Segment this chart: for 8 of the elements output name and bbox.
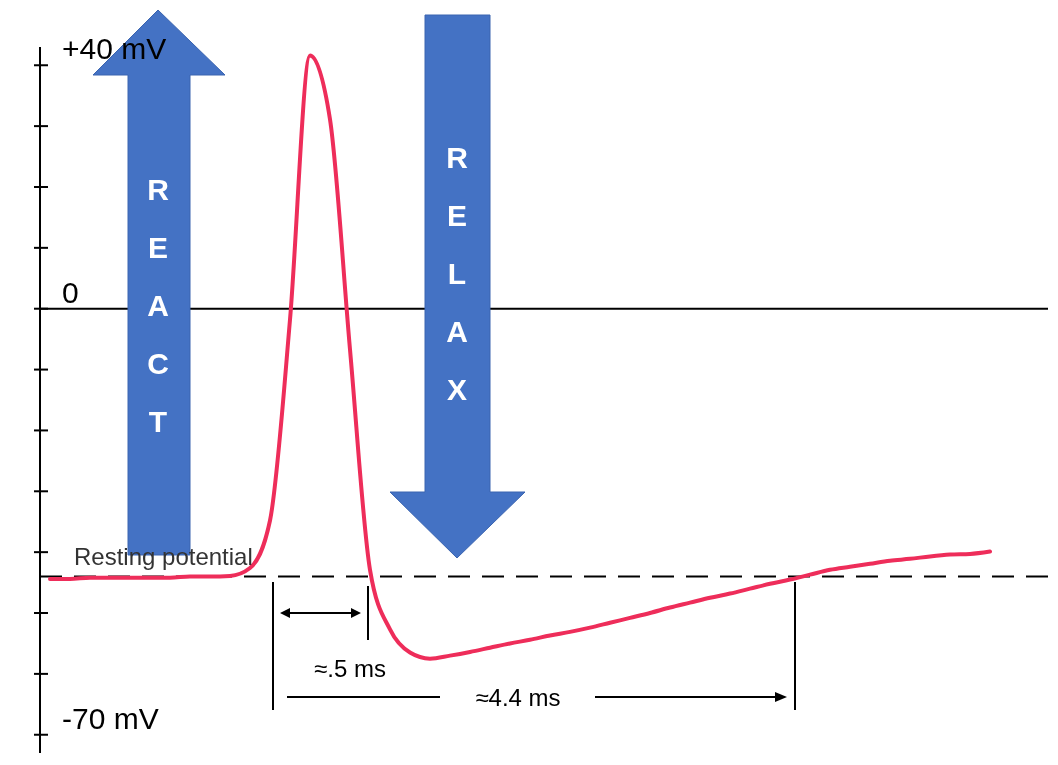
annotation: ≈4.4 ms <box>475 684 561 711</box>
y-tick-label: -70 mV <box>62 701 159 735</box>
ref-line-label: Resting potential <box>74 542 253 570</box>
y-tick-label: 0 <box>62 275 79 309</box>
y-tick-label: +40 mV <box>62 32 167 66</box>
annotation: REACT <box>147 173 170 438</box>
annotation: RELAX <box>446 141 469 406</box>
annotation: ≈.5 ms <box>314 655 386 682</box>
